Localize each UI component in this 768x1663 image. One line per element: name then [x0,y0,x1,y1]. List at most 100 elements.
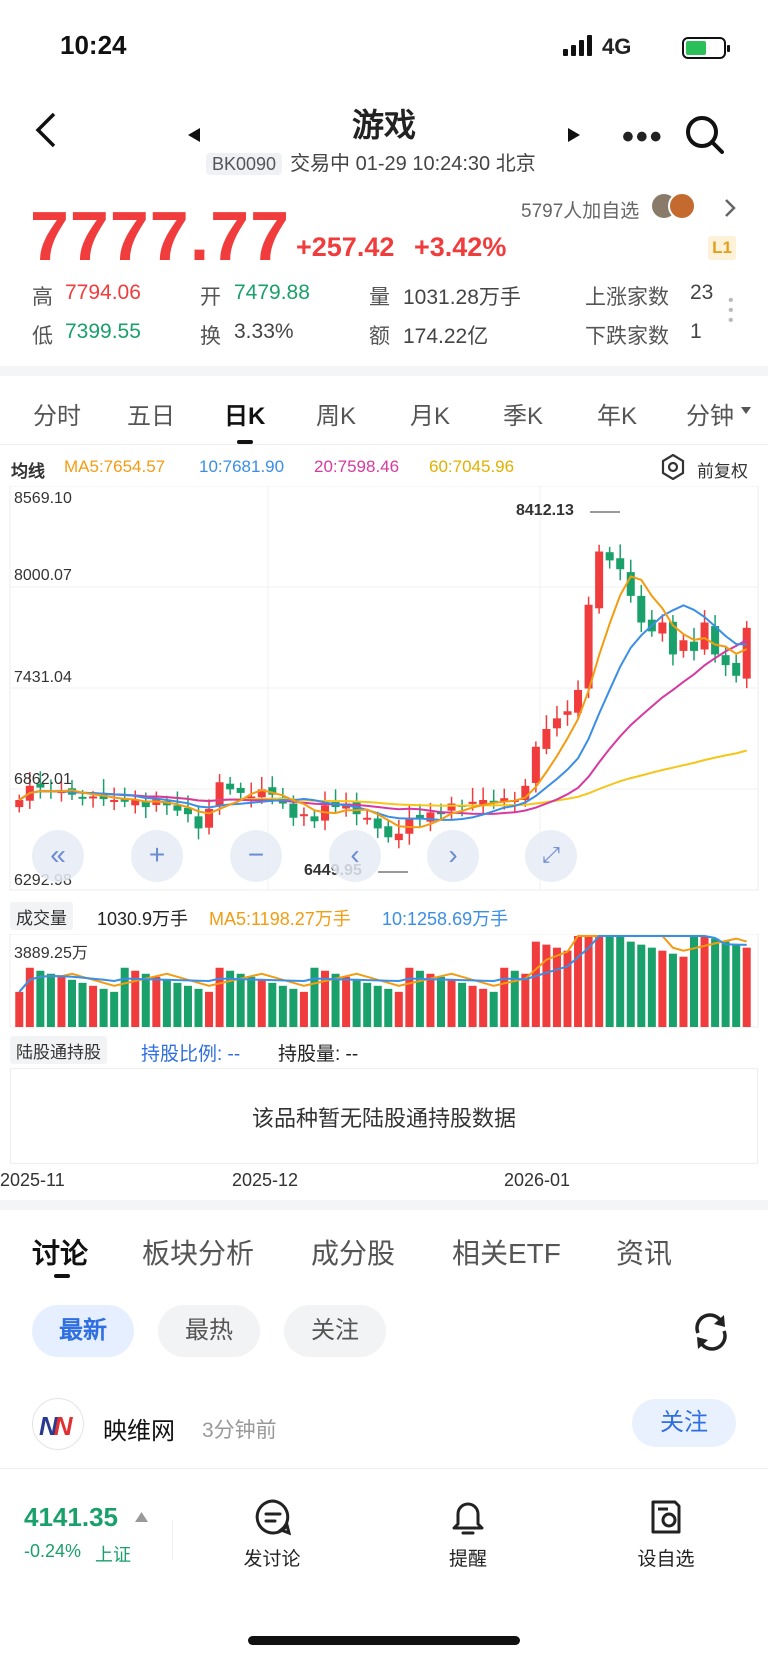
prev-arrow-icon[interactable] [188,128,200,142]
zoom-in-icon[interactable]: + [131,830,183,882]
candle-body [616,558,625,570]
settings-icon[interactable] [660,454,686,480]
adjust-label[interactable]: 前复权 [697,462,748,481]
volume-bar [321,970,330,1027]
candlestick-chart[interactable] [0,486,768,892]
level-badge[interactable]: L1 [708,236,736,260]
tab-monthly[interactable]: 月K [410,403,451,430]
ma5-value: MA5:7654.57 [64,457,166,476]
volume-bar [563,950,572,1027]
volume-bar [384,988,393,1027]
follower-avatars[interactable] [650,192,716,220]
search-icon[interactable] [684,114,726,156]
scroll-left-fast-icon[interactable]: « [32,830,84,882]
candle-body [36,783,45,788]
scroll-left-icon[interactable]: ‹ [329,830,381,882]
high-mark-label: 8412.13 [516,502,574,519]
add-watchlist-icon[interactable] [647,1498,685,1536]
volume-bar [46,973,55,1027]
chevron-right-icon[interactable] [724,198,736,218]
volume-bar [173,982,182,1027]
volume-bar [616,936,625,1027]
index-value[interactable]: 4141.35 [24,1502,118,1532]
more-icon[interactable]: ••• [622,118,664,156]
tab-related-etf[interactable]: 相关ETF [452,1238,561,1269]
candle-body [679,640,688,651]
expand-dots-icon[interactable]: • • • [728,292,734,329]
y-axis-6862: 6862.01 [14,771,72,788]
candle-body [141,800,150,808]
post-discussion-label[interactable]: 发讨论 [243,1549,301,1570]
up-count-value: 23 [690,281,714,304]
filter-hot[interactable]: 最热 [158,1305,260,1357]
avatar[interactable]: NN [32,1398,84,1450]
volume-bar [67,979,76,1027]
filter-following[interactable]: 关注 [284,1305,386,1357]
tab-constituents[interactable]: 成分股 [311,1238,396,1269]
home-indicator [248,1636,520,1645]
scroll-right-icon[interactable]: › [427,830,479,882]
comment-icon[interactable] [254,1498,292,1536]
ma60-value: 60:7045.96 [429,457,515,476]
volume-bar [15,991,24,1027]
bell-icon[interactable] [449,1498,487,1536]
candle-body [236,787,245,793]
volume-bar [205,991,214,1027]
tab-five-day[interactable]: 五日 [127,403,175,430]
volume-bar [552,947,561,1027]
tab-sector-analysis[interactable]: 板块分析 [142,1238,255,1269]
volume-bar [415,970,424,1027]
candle-body [415,814,424,820]
page-title: 游戏 [351,107,416,143]
volume-bar [394,991,403,1027]
sector-code: BK0090 [206,153,283,175]
volume-bar [194,988,203,1027]
amount-label: 额 [369,325,390,348]
divider [0,366,768,376]
candle-body [479,800,488,806]
follow-button[interactable]: 关注 [632,1399,736,1447]
volume-bar [257,979,266,1027]
candle-body [394,833,403,841]
tab-discussion[interactable]: 讨论 [32,1238,89,1269]
candle-body [584,604,593,689]
low-label: 低 [32,325,53,348]
tab-yearly[interactable]: 年K [597,403,638,430]
post-author[interactable]: 映维网 [103,1418,175,1445]
candle-body [563,711,572,715]
volume-bar [352,979,361,1027]
tab-intraday[interactable]: 分时 [33,403,81,430]
next-arrow-icon[interactable] [568,128,580,142]
tab-weekly[interactable]: 周K [316,403,357,430]
fullscreen-icon[interactable]: ⤢ [525,830,577,882]
signal-icon [563,34,593,56]
volume-value: 1031.28万手 [403,286,521,309]
candle-body [574,689,583,713]
candle-body [552,718,561,729]
tab-minute[interactable]: 分钟 [686,403,734,430]
volume-bar [468,985,477,1027]
volume-bar [342,976,351,1027]
tab-quarterly[interactable]: 季K [503,403,544,430]
tab-news[interactable]: 资讯 [616,1238,673,1269]
refresh-icon[interactable] [690,1311,732,1353]
volume-bar [373,985,382,1027]
post-time: 3分钟前 [202,1419,277,1442]
watchlist-label[interactable]: 设自选 [637,1549,695,1570]
volume-bar [647,947,656,1027]
volume-bar [690,936,699,1027]
open-value: 7479.88 [234,281,310,304]
candle-body [732,662,741,676]
volume-chart[interactable] [0,934,768,1028]
candle-body [310,816,319,822]
volume-bar [25,967,34,1027]
candle-body [500,798,509,802]
back-icon[interactable] [32,112,58,148]
volume-tag: 成交量 [10,902,73,930]
alert-label[interactable]: 提醒 [448,1549,487,1570]
zoom-out-icon[interactable]: − [230,830,282,882]
candle-body [626,572,635,596]
tab-daily[interactable]: 日K [224,403,266,430]
filter-latest[interactable]: 最新 [32,1305,134,1357]
down-count-label: 下跌家数 [585,325,669,348]
